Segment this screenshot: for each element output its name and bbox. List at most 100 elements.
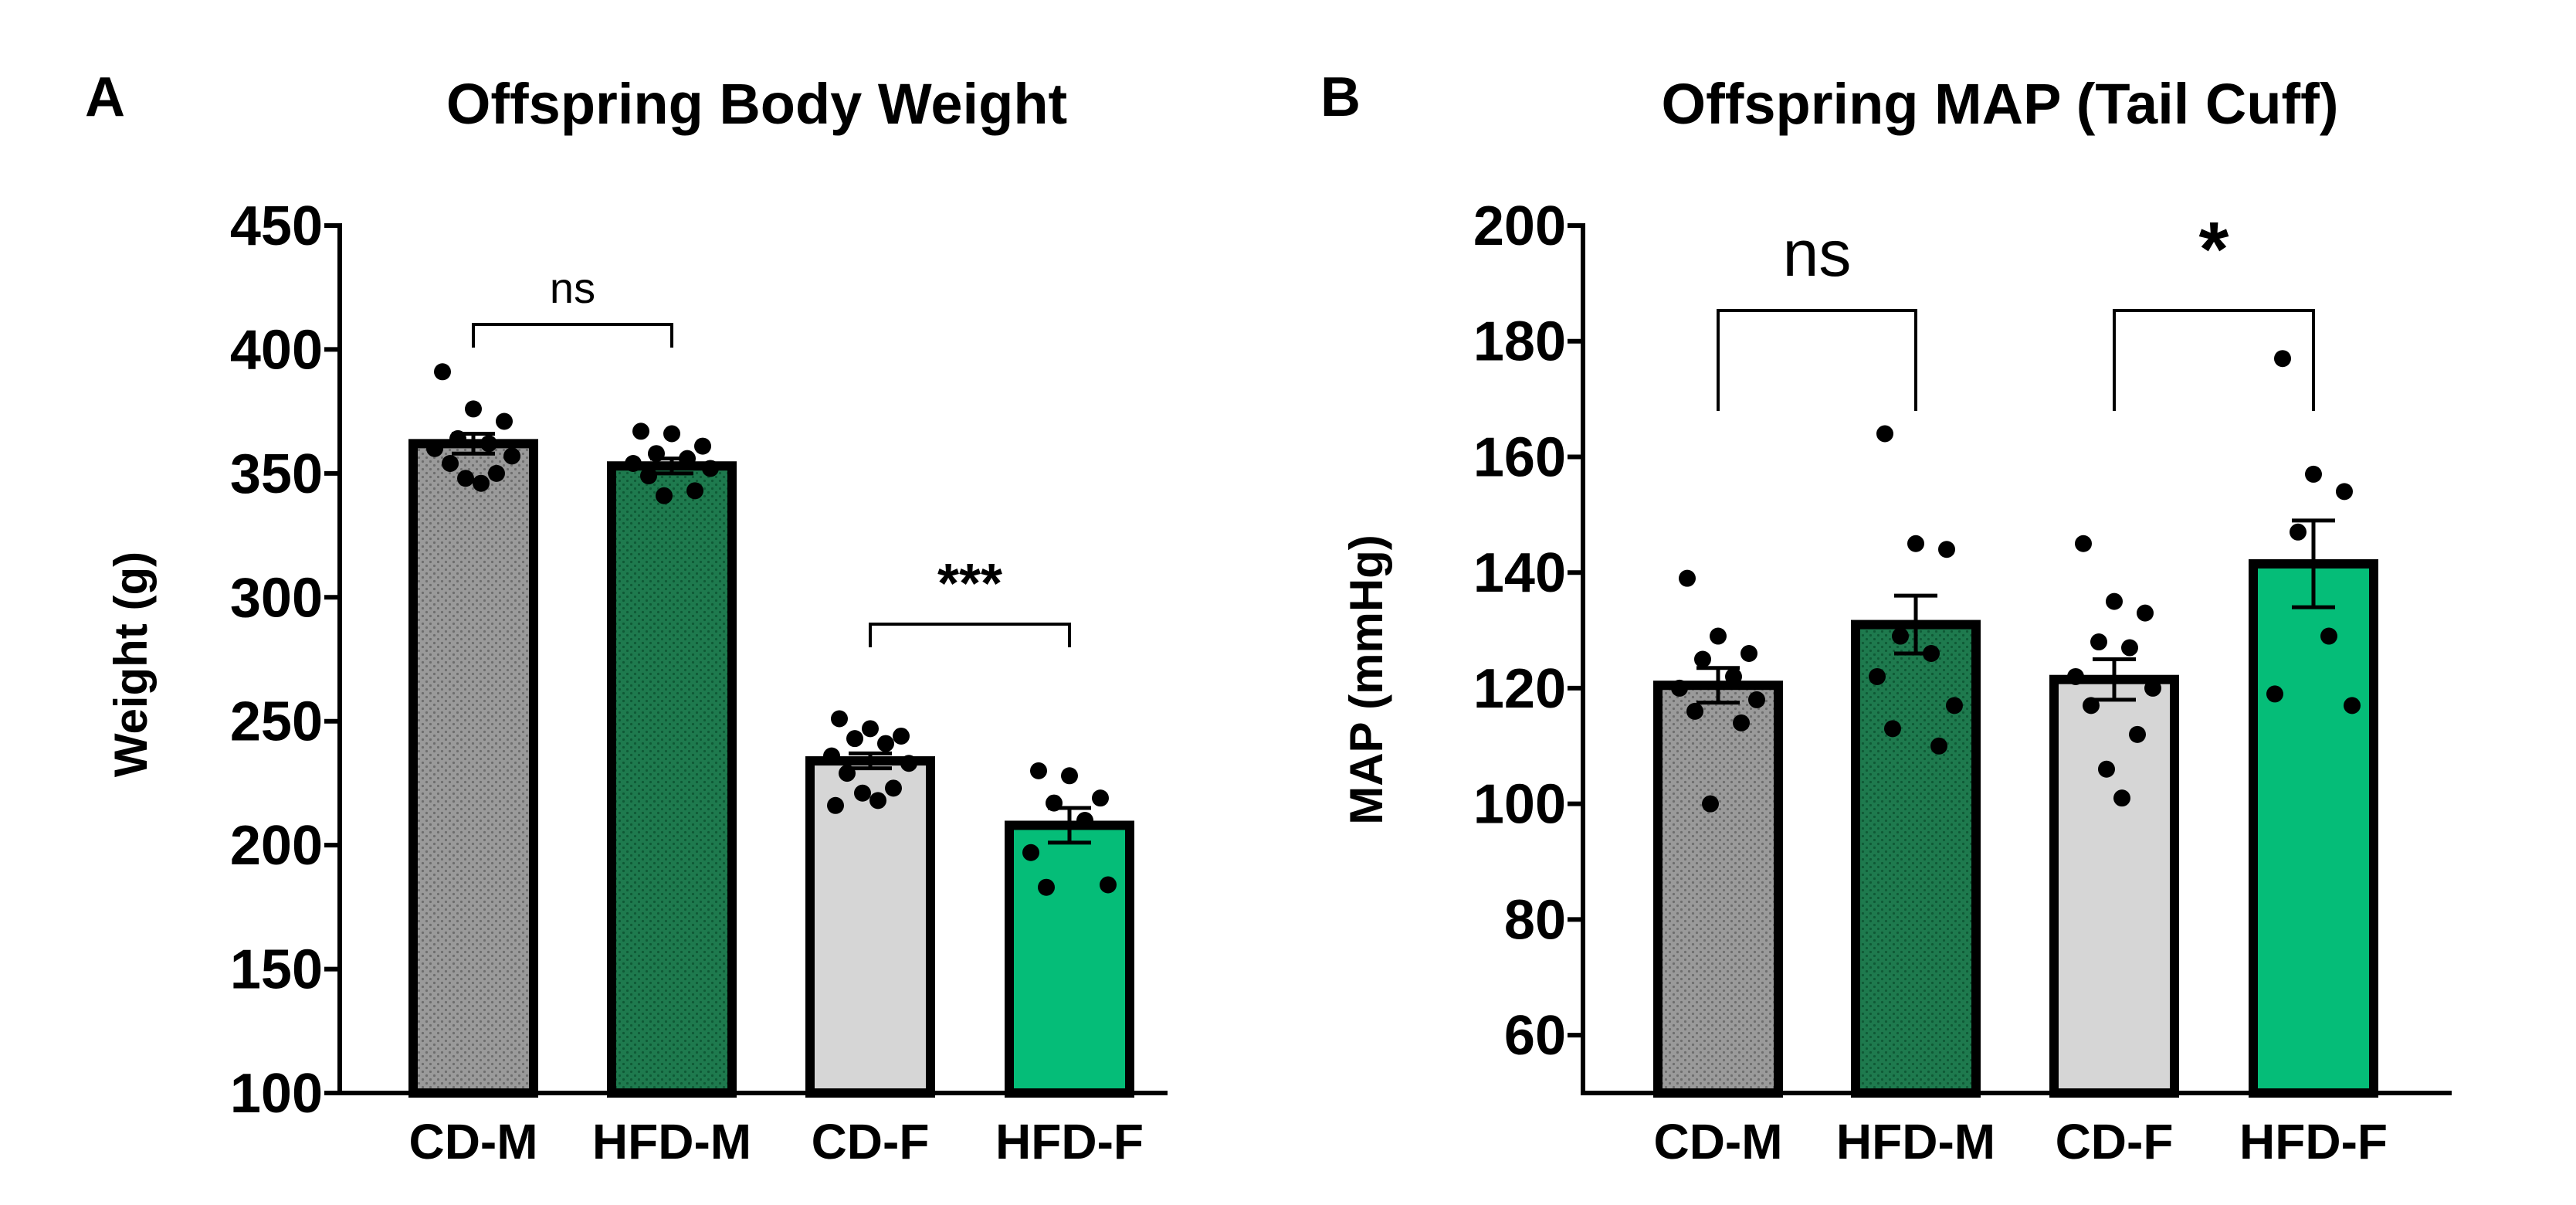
significance-bracket	[472, 323, 673, 348]
data-point	[2075, 535, 2092, 552]
data-point	[426, 440, 443, 457]
data-point	[465, 400, 482, 418]
data-point	[2305, 465, 2322, 483]
x-category-label: CD-F	[812, 1114, 930, 1169]
data-point	[2106, 592, 2123, 610]
y-tick-label: 200	[1473, 195, 1566, 257]
data-point	[496, 412, 513, 430]
data-point	[694, 437, 711, 455]
data-point	[625, 455, 642, 473]
data-point	[2137, 604, 2154, 622]
data-point	[1876, 425, 1893, 443]
y-tick-label: 350	[230, 443, 323, 505]
bar-hfd-f	[1005, 820, 1134, 1098]
data-point	[663, 425, 680, 443]
data-point	[473, 474, 490, 492]
y-tick-label: 160	[1473, 426, 1566, 488]
data-point	[1748, 691, 1765, 708]
bar-hfd-m	[1851, 619, 1981, 1098]
panel-b-plot: 60 80 100 120 140 160 180 200 CD-M HFD-M CD-F HFD-F…	[1473, 195, 2452, 1169]
data-point	[1725, 667, 1742, 685]
panel-b-ylabel: MAP (mmHg)	[1341, 535, 1392, 825]
data-point	[1733, 714, 1750, 731]
data-point	[1679, 569, 1696, 587]
significance-bracket	[1717, 309, 1917, 411]
panel-b-title: Offspring MAP (Tail Cuff)	[1662, 72, 2339, 136]
bar-hfd-m	[607, 461, 737, 1098]
data-point	[2129, 725, 2146, 743]
significance-label: ns	[1783, 217, 1852, 290]
y-tick-label: 400	[230, 319, 323, 381]
y-tick-label: 300	[230, 567, 323, 629]
data-point	[656, 487, 673, 504]
data-point	[1884, 720, 1901, 738]
x-category-label: CD-F	[2056, 1114, 2174, 1169]
data-point	[1671, 679, 1688, 697]
data-point	[893, 727, 910, 745]
x-category-label: CD-M	[408, 1114, 537, 1169]
data-point	[632, 423, 649, 440]
y-tick-label: 250	[230, 691, 323, 753]
data-point	[1930, 737, 1947, 755]
data-point	[823, 747, 840, 765]
data-point	[2290, 523, 2307, 541]
data-point	[854, 784, 871, 802]
x-category-label: HFD-M	[592, 1114, 751, 1169]
data-point	[1946, 697, 1963, 715]
y-tick-label: 100	[230, 1063, 323, 1125]
data-point	[686, 482, 703, 500]
panel-a-ylabel: Weight (g)	[105, 552, 157, 777]
bar-cd-m	[408, 439, 538, 1098]
data-point	[1710, 627, 1727, 645]
data-point	[480, 435, 497, 453]
data-point	[640, 467, 657, 485]
y-tick-label: 60	[1504, 1005, 1566, 1067]
y-tick-label: 80	[1504, 889, 1566, 951]
data-point	[1076, 812, 1093, 830]
x-category-label: HFD-F	[2239, 1114, 2388, 1169]
data-point	[702, 460, 719, 477]
data-point	[488, 464, 505, 482]
data-point	[1038, 878, 1055, 896]
x-category-label: HFD-F	[995, 1114, 1144, 1169]
data-point	[1092, 789, 1109, 807]
data-point	[827, 796, 844, 814]
data-point	[1694, 650, 1711, 668]
bar-cd-f	[2049, 674, 2179, 1098]
data-point	[831, 710, 848, 728]
significance-bracket	[2113, 309, 2315, 411]
data-point	[457, 470, 474, 487]
data-point	[2336, 483, 2353, 501]
panel-a-title: Offspring Body Weight	[446, 72, 1067, 136]
x-category-label: HFD-M	[1836, 1114, 1995, 1169]
panel-b-letter: B	[1320, 66, 1361, 128]
data-point	[846, 730, 863, 748]
data-point	[2098, 760, 2115, 778]
significance-label: ns	[550, 263, 595, 312]
y-tick-label: 140	[1473, 542, 1566, 604]
data-point	[1022, 844, 1039, 861]
bar-cd-m	[1653, 681, 1783, 1098]
panel-a-plot: 100 150 200 250 300 350 400 450 CD-M HFD-M CD-F HFD…	[230, 195, 1168, 1169]
y-tick-label: 200	[230, 815, 323, 877]
significance-label: ***	[937, 553, 1002, 615]
data-point	[2067, 667, 2084, 685]
data-point	[1907, 535, 1924, 552]
significance-label: *	[2199, 206, 2229, 293]
significance-bracket	[869, 623, 1071, 647]
data-point	[885, 779, 902, 797]
data-point	[1100, 876, 1117, 894]
data-point	[2090, 633, 2107, 651]
data-point	[877, 735, 894, 752]
data-point	[1061, 767, 1078, 785]
panel-a-letter: A	[85, 66, 125, 128]
data-point	[1686, 702, 1703, 720]
data-point	[1030, 762, 1047, 779]
y-tick-label: 120	[1473, 658, 1566, 720]
bar-cd-f	[805, 756, 935, 1098]
data-point	[503, 447, 520, 465]
y-tick-label: 100	[1473, 774, 1566, 836]
data-point	[1740, 645, 1757, 663]
data-point	[442, 455, 459, 473]
